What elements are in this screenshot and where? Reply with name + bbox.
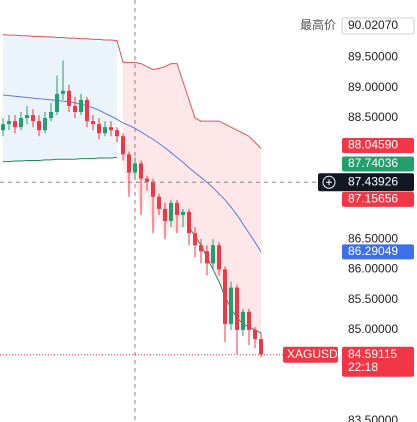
price-marker: [342, 156, 414, 172]
candle-body: [247, 311, 251, 330]
symbol-box: [283, 346, 338, 363]
y-tick-label: 89.00000: [348, 80, 398, 94]
candle-body: [235, 287, 239, 330]
candle-body: [175, 202, 179, 215]
candle-body: [241, 311, 245, 330]
candle-body: [205, 251, 209, 264]
last-price-box: [342, 346, 414, 377]
candle-body: [61, 90, 65, 94]
candle-body: [67, 90, 71, 106]
candle-body: [211, 245, 215, 264]
crosshair-box: [318, 173, 414, 192]
candle-body: [151, 181, 155, 197]
candle-body: [43, 118, 47, 131]
candle-body: [229, 287, 233, 324]
candle-body: [217, 245, 221, 270]
indicator-line: [2, 34, 262, 149]
candle-body: [37, 121, 41, 131]
candle-body: [181, 211, 185, 215]
candle-body: [163, 208, 167, 221]
candle-body: [55, 93, 59, 113]
symbol-label: XAGUSD: [287, 347, 338, 361]
candle-body: [187, 211, 191, 234]
candle-body: [85, 99, 89, 122]
candle-body: [91, 121, 95, 125]
price-marker-label: 87.74036: [348, 156, 398, 170]
candle-body: [25, 115, 29, 119]
candle-body: [97, 124, 101, 134]
candle-body: [157, 196, 161, 209]
y-tick-label: 85.00000: [348, 322, 398, 336]
last-price-time: 22:18: [348, 360, 378, 374]
candle-body: [73, 105, 77, 113]
candle-body: [13, 121, 17, 128]
candle-body: [7, 121, 11, 125]
price-marker: [342, 244, 414, 260]
price-marker-label: 87.15656: [348, 192, 398, 206]
y-tick-label: 85.50000: [348, 292, 398, 306]
price-marker: [342, 138, 414, 154]
candle-body: [133, 163, 137, 173]
y-tick-label: 86.00000: [348, 262, 398, 276]
band-fill: [3, 34, 117, 162]
y-tick-label: 89.50000: [348, 50, 398, 64]
candle-body: [223, 269, 227, 324]
crosshair-plus: [322, 175, 336, 189]
candle-body: [121, 136, 125, 155]
candle-body: [139, 163, 143, 179]
candle-body: [259, 339, 263, 355]
candle-body: [169, 202, 173, 221]
candle-body: [253, 329, 257, 340]
last-price-label: 84.59115: [348, 347, 397, 361]
candle-body: [199, 245, 203, 252]
candle-body: [115, 130, 119, 137]
candle-body: [31, 115, 35, 122]
y-tick-label: 88.50000: [348, 110, 398, 124]
candle-body: [127, 154, 131, 173]
high-value: 90.02070: [348, 18, 398, 32]
candle-body: [103, 127, 107, 134]
price-marker-label: 86.29049: [348, 244, 398, 258]
crosshair-plus: [326, 179, 332, 186]
high-value-box: [341, 17, 415, 35]
band-fill: [123, 62, 261, 333]
indicator-line: [2, 94, 262, 253]
high-label: 最高价: [300, 17, 336, 32]
price-marker-label: 88.04590: [348, 138, 398, 152]
candle-body: [19, 118, 23, 128]
y-tick-label: 86.50000: [348, 231, 398, 245]
candle-body: [1, 124, 5, 131]
price-marker: [342, 191, 414, 207]
candle-body: [193, 233, 197, 246]
y-tick-label: 83.50000: [348, 413, 398, 422]
candle-body: [49, 112, 53, 119]
candle-body: [145, 178, 149, 182]
crosshair-label: 87.43926: [348, 174, 398, 188]
candle-body: [109, 127, 113, 131]
candle-body: [79, 99, 83, 113]
